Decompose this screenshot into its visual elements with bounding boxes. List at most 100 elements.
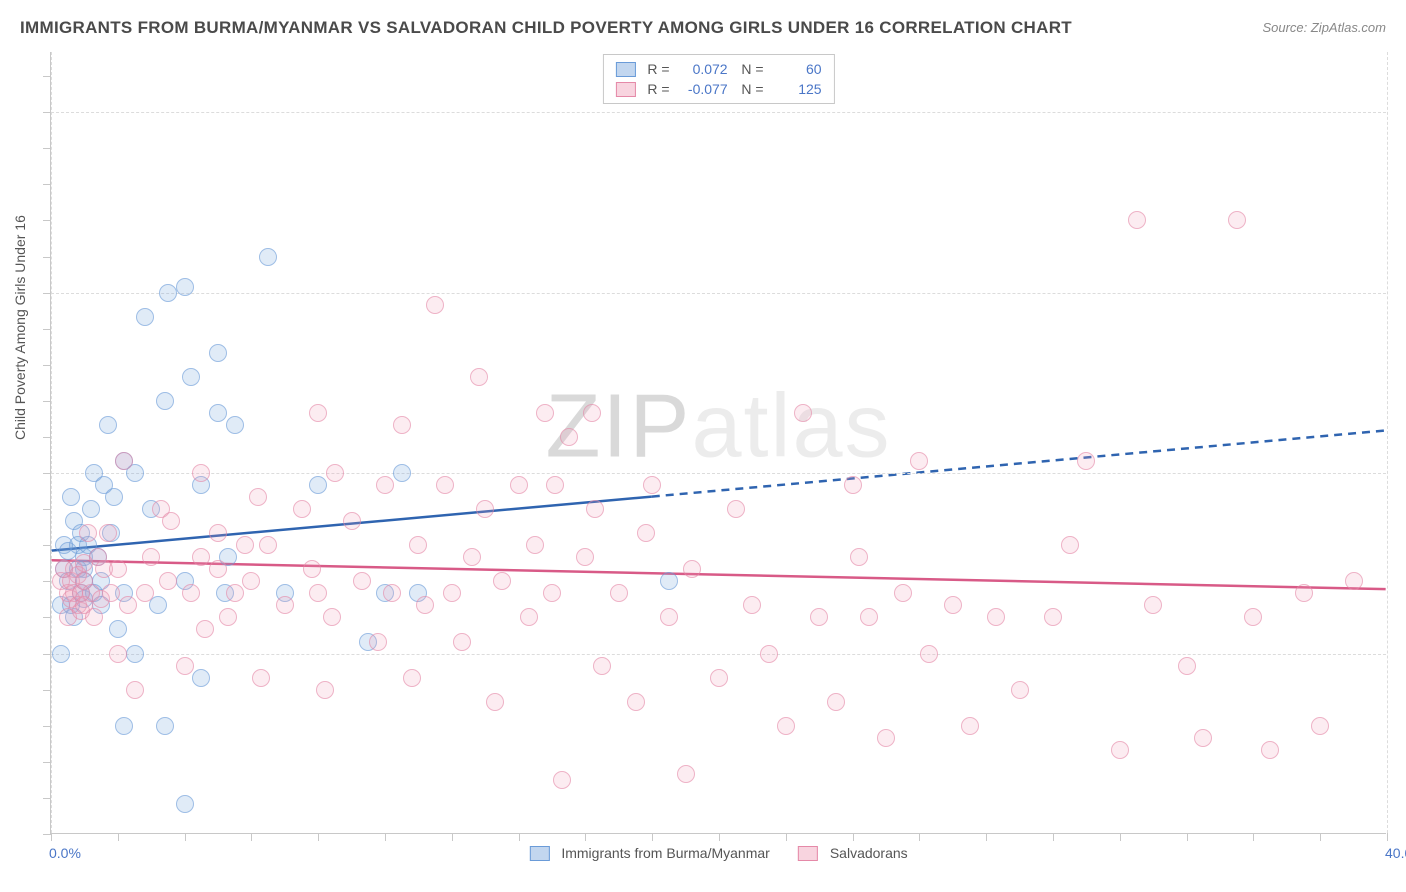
data-point	[115, 717, 133, 735]
y-tick	[43, 437, 51, 438]
data-point	[486, 693, 504, 711]
data-point	[743, 596, 761, 614]
legend-item: Salvadorans	[798, 845, 908, 861]
data-point	[109, 620, 127, 638]
data-point	[309, 404, 327, 422]
data-point	[176, 795, 194, 813]
x-tick	[318, 833, 319, 841]
y-tick-label: 60.0%	[1391, 110, 1406, 126]
data-point	[660, 608, 678, 626]
data-point	[99, 524, 117, 542]
data-point	[149, 596, 167, 614]
r-value-blue: 0.072	[676, 61, 728, 77]
stats-row-blue: R = 0.072 N = 60	[615, 59, 821, 79]
data-point	[99, 416, 117, 434]
data-point	[353, 572, 371, 590]
data-point	[727, 500, 745, 518]
data-point	[610, 584, 628, 602]
data-point	[526, 536, 544, 554]
data-point	[546, 476, 564, 494]
data-point	[660, 572, 678, 590]
data-point	[142, 548, 160, 566]
data-point	[476, 500, 494, 518]
data-point	[182, 368, 200, 386]
y-tick	[43, 293, 51, 294]
data-point	[576, 548, 594, 566]
data-point	[470, 368, 488, 386]
data-point	[376, 476, 394, 494]
r-label: R =	[647, 61, 669, 77]
data-point	[176, 657, 194, 675]
data-point	[192, 548, 210, 566]
data-point	[416, 596, 434, 614]
y-tick	[43, 581, 51, 582]
data-point	[209, 404, 227, 422]
data-point	[209, 524, 227, 542]
data-point	[105, 488, 123, 506]
data-point	[583, 404, 601, 422]
x-tick	[385, 833, 386, 841]
data-point	[79, 524, 97, 542]
data-point	[209, 560, 227, 578]
r-value-pink: -0.077	[676, 81, 728, 97]
n-value-pink: 125	[770, 81, 822, 97]
data-point	[219, 608, 237, 626]
data-point	[1295, 584, 1313, 602]
gridline-v	[51, 52, 52, 833]
data-point	[159, 284, 177, 302]
data-point	[192, 464, 210, 482]
data-point	[309, 584, 327, 602]
data-point	[827, 693, 845, 711]
data-point	[710, 669, 728, 687]
y-tick	[43, 509, 51, 510]
data-point	[156, 392, 174, 410]
data-point	[136, 308, 154, 326]
data-point	[1061, 536, 1079, 554]
y-tick	[43, 726, 51, 727]
data-point	[493, 572, 511, 590]
y-tick	[43, 401, 51, 402]
stats-row-pink: R = -0.077 N = 125	[615, 79, 821, 99]
data-point	[1077, 452, 1095, 470]
data-point	[109, 560, 127, 578]
source-prefix: Source:	[1262, 20, 1310, 35]
data-point	[463, 548, 481, 566]
data-point	[1044, 608, 1062, 626]
data-point	[293, 500, 311, 518]
r-label: R =	[647, 81, 669, 97]
data-point	[209, 344, 227, 362]
n-label: N =	[734, 81, 764, 97]
data-point	[510, 476, 528, 494]
data-point	[369, 633, 387, 651]
trend-lines	[51, 52, 1386, 833]
y-tick	[43, 545, 51, 546]
data-point	[560, 428, 578, 446]
x-tick-label: 40.0%	[1385, 845, 1406, 861]
data-point	[156, 717, 174, 735]
x-tick	[1253, 833, 1254, 841]
data-point	[760, 645, 778, 663]
data-point	[860, 608, 878, 626]
y-tick	[43, 834, 51, 835]
data-point	[637, 524, 655, 542]
data-point	[1244, 608, 1262, 626]
data-point	[119, 596, 137, 614]
data-point	[1311, 717, 1329, 735]
data-point	[850, 548, 868, 566]
legend-label: Salvadorans	[830, 845, 908, 861]
gridline-v	[1387, 52, 1388, 833]
gridline-h	[51, 293, 1386, 294]
data-point	[326, 464, 344, 482]
data-point	[426, 296, 444, 314]
data-point	[62, 488, 80, 506]
data-point	[85, 608, 103, 626]
data-point	[259, 536, 277, 554]
gridline-h	[51, 473, 1386, 474]
data-point	[1194, 729, 1212, 747]
y-tick	[43, 473, 51, 474]
data-point	[1178, 657, 1196, 675]
y-tick-label: 30.0%	[1391, 471, 1406, 487]
stats-legend: R = 0.072 N = 60 R = -0.077 N = 125	[602, 54, 834, 104]
x-tick	[652, 833, 653, 841]
data-point	[987, 608, 1005, 626]
